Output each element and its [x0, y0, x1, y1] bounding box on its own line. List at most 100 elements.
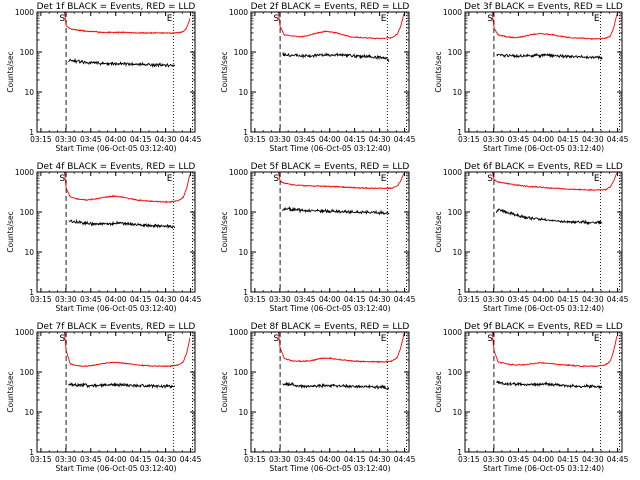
plot-frame	[36, 331, 196, 453]
y-tick-label: 100	[448, 208, 463, 217]
y-axis-label: Counts/sec	[220, 211, 229, 252]
x-tick-label: 03:45	[80, 295, 102, 304]
y-tick-label: 100	[234, 368, 249, 377]
series-line-events	[282, 205, 390, 216]
series-line-events	[68, 381, 176, 390]
y-tick-label: 10	[238, 88, 248, 97]
marker-label: S	[487, 334, 493, 344]
x-tick-label: 03:45	[294, 295, 316, 304]
x-tick-label: 03:45	[508, 295, 530, 304]
x-tick-label: 03:15	[458, 455, 480, 464]
plot-frame	[250, 171, 410, 293]
y-tick-label: 100	[234, 48, 249, 57]
chart-panel-1: Det 1f BLACK = Events, RED = LLD 1 10 100 10…	[6, 2, 202, 153]
x-axis-label: Start Time (06-Oct-05 03:12:40)	[55, 304, 176, 313]
x-tick-label: 03:30	[269, 295, 291, 304]
series-line-lld	[277, 332, 405, 364]
y-tick-label: 100	[20, 208, 35, 217]
marker-label: E	[381, 174, 387, 184]
x-tick-label: 04:15	[557, 135, 579, 144]
y-tick-label: 1	[29, 288, 34, 297]
chart-title: Det 1f BLACK = Events, RED = LLD	[37, 2, 196, 12]
y-tick-label: 1000	[15, 8, 34, 17]
x-axis-label: Start Time (06-Oct-05 03:12:40)	[483, 304, 604, 313]
chart-panel-6: Det 6f BLACK = Events, RED = LLD 1 10 100 10…	[434, 162, 629, 313]
y-tick-label: 10	[24, 88, 34, 97]
series-line-events	[282, 51, 390, 63]
x-tick-label: 04:30	[155, 295, 177, 304]
x-tick-label: 04:45	[394, 135, 416, 144]
x-tick-label: 04:15	[130, 135, 152, 144]
x-tick-label: 04:30	[369, 455, 391, 464]
x-tick-label: 04:15	[557, 295, 579, 304]
y-tick-label: 1	[457, 448, 462, 457]
x-tick-label: 04:15	[344, 295, 366, 304]
x-tick-label: 04:45	[607, 295, 629, 304]
y-tick-label: 1000	[229, 328, 248, 337]
y-axis-label: Counts/sec	[220, 51, 229, 92]
x-tick-label: 03:30	[55, 135, 77, 144]
plot-frame	[250, 11, 410, 133]
marker-label: E	[167, 334, 173, 344]
x-tick-label: 04:45	[394, 455, 416, 464]
y-tick-label: 1	[457, 288, 462, 297]
x-tick-label: 04:15	[130, 455, 152, 464]
marker-label: S	[59, 14, 65, 24]
y-tick-label: 10	[24, 248, 34, 257]
y-tick-label: 1	[243, 128, 248, 137]
chart-panel-7: Det 7f BLACK = Events, RED = LLD 1 10 100 10…	[6, 322, 202, 473]
x-axis-label: Start Time (06-Oct-05 03:12:40)	[55, 464, 176, 473]
x-tick-label: 04:30	[582, 455, 604, 464]
x-tick-label: 03:30	[269, 135, 291, 144]
x-tick-label: 03:45	[508, 455, 530, 464]
series-line-lld	[491, 172, 618, 192]
marker-label: S	[273, 14, 279, 24]
x-tick-label: 04:45	[180, 455, 202, 464]
x-axis-label: Start Time (06-Oct-05 03:12:40)	[483, 144, 604, 153]
series-line-events	[68, 218, 176, 230]
marker-label: S	[59, 334, 65, 344]
y-tick-label: 1000	[443, 328, 462, 337]
y-axis-label: Counts/sec	[434, 371, 443, 412]
marker-label: S	[273, 334, 279, 344]
x-tick-label: 03:15	[30, 455, 52, 464]
series-line-events	[496, 380, 603, 390]
series-line-lld	[491, 12, 618, 41]
x-tick-label: 03:30	[483, 135, 505, 144]
y-axis-label: Counts/sec	[434, 51, 443, 92]
x-tick-label: 03:45	[294, 135, 316, 144]
x-axis-label: Start Time (06-Oct-05 03:12:40)	[483, 464, 604, 473]
y-tick-label: 1	[29, 128, 34, 137]
x-tick-label: 04:00	[105, 135, 127, 144]
x-tick-label: 03:30	[55, 455, 77, 464]
chart-panel-4: Det 4f BLACK = Events, RED = LLD 1 10 100 10…	[6, 162, 202, 313]
chart-panel-5: Det 5f BLACK = Events, RED = LLD 1 10 100 10…	[220, 162, 416, 313]
x-tick-label: 03:15	[458, 295, 480, 304]
y-tick-label: 1	[457, 128, 462, 137]
x-tick-label: 03:30	[55, 295, 77, 304]
x-tick-label: 04:00	[532, 135, 554, 144]
y-axis-label: Counts/sec	[6, 211, 15, 252]
x-tick-label: 03:30	[269, 455, 291, 464]
y-tick-label: 1000	[15, 328, 34, 337]
chart-title: Det 9f BLACK = Events, RED = LLD	[464, 322, 623, 332]
plot-frame	[464, 331, 623, 453]
x-tick-label: 04:00	[319, 135, 341, 144]
x-tick-label: 04:30	[369, 295, 391, 304]
x-axis-label: Start Time (06-Oct-05 03:12:40)	[269, 464, 390, 473]
x-tick-label: 04:30	[369, 135, 391, 144]
marker-label: E	[167, 14, 173, 24]
chart-panel-3: Det 3f BLACK = Events, RED = LLD 1 10 100 10…	[434, 2, 629, 153]
x-tick-label: 04:45	[180, 295, 202, 304]
x-tick-label: 03:15	[244, 295, 266, 304]
series-line-lld	[491, 332, 618, 368]
y-tick-label: 1000	[229, 168, 248, 177]
marker-label: E	[594, 174, 600, 184]
x-tick-label: 04:45	[607, 135, 629, 144]
x-axis-label: Start Time (06-Oct-05 03:12:40)	[269, 144, 390, 153]
x-tick-label: 04:30	[155, 135, 177, 144]
y-tick-label: 10	[452, 88, 462, 97]
x-tick-label: 04:15	[344, 135, 366, 144]
x-tick-label: 04:15	[557, 455, 579, 464]
